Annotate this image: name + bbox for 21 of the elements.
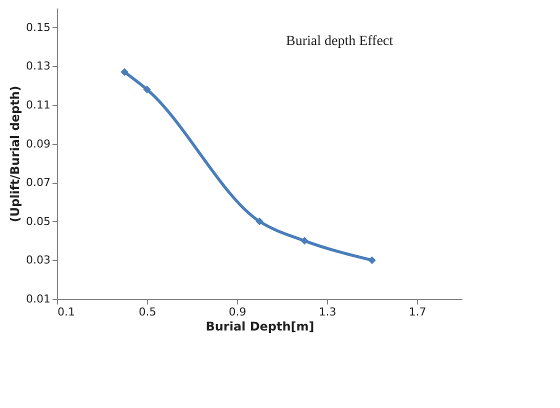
- y-tick-label: 0.11: [26, 98, 50, 112]
- x-tick-label: 0.1: [58, 306, 75, 318]
- y-tick-label: 0.09: [26, 137, 50, 150]
- x-tick-label: 0.9: [228, 306, 246, 318]
- point: [300, 236, 308, 245]
- x-axis-title: Burial Depth[m]: [206, 320, 314, 334]
- y-tick-label: 0.03: [26, 254, 50, 267]
- text: Burial depth Effect: [286, 34, 394, 49]
- point: [143, 86, 151, 94]
- y-axis-title: (Uplift/Burial depth): [8, 86, 22, 222]
- point: [256, 218, 264, 226]
- x-tick-label: 0.5: [138, 306, 156, 318]
- y-tick-label: 0.01: [26, 292, 50, 306]
- point: [368, 256, 376, 264]
- y-tick-label: 0.05: [26, 214, 50, 228]
- x-tick-label: 1.7: [408, 306, 426, 318]
- y-tick-label: 0.07: [26, 176, 50, 190]
- y-tick-label: 0.15: [26, 20, 50, 34]
- point: [120, 68, 128, 76]
- y-tick-label: 0.13: [26, 60, 50, 73]
- x-tick-label: 1.3: [318, 306, 336, 318]
